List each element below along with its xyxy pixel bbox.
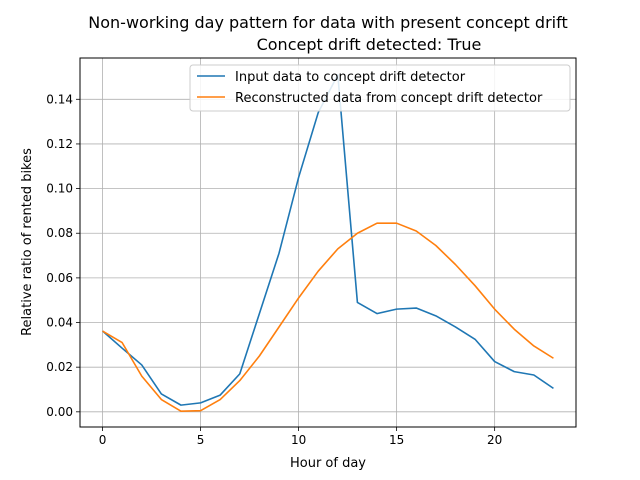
y-tick-label: 0.06 — [46, 271, 73, 285]
chart-title: Non-working day pattern for data with pr… — [88, 13, 567, 32]
legend-box — [189, 64, 571, 112]
plot-frame — [79, 57, 577, 428]
y-tick-label: 0.04 — [46, 316, 73, 330]
x-tick-label: 10 — [291, 433, 306, 447]
y-tick-label: 0.12 — [46, 137, 73, 151]
x-tick-label: 5 — [197, 433, 205, 447]
legend-label-reconstructed: Reconstructed data from concept drift de… — [235, 91, 543, 106]
legend-label-input: Input data to concept drift detector — [235, 70, 466, 85]
x-tick-label: 20 — [487, 433, 502, 447]
series-line-reconstructed — [102, 222, 554, 412]
chart-subtitle: Concept drift detected: True — [257, 35, 482, 54]
y-tick-label: 0.00 — [46, 405, 73, 419]
y-tick-label: 0.14 — [46, 92, 73, 106]
x-axis-label: Hour of day — [290, 456, 366, 471]
y-tick-label: 0.10 — [46, 182, 73, 196]
series-layer — [102, 73, 554, 412]
ticks: 0 5 10 15 20 0.00 0.02 0.04 0.06 0.08 0.10 0.12 0.14 — [46, 92, 502, 447]
x-tick-label: 0 — [99, 433, 107, 447]
y-tick-label: 0.08 — [46, 226, 73, 240]
grid — [80, 58, 576, 427]
legend: Input data to concept drift detector Rec… — [189, 64, 571, 112]
y-tick-label: 0.02 — [46, 360, 73, 374]
x-tick-label: 15 — [389, 433, 404, 447]
series-line-input — [102, 73, 554, 406]
y-axis-label: Relative ratio of rented bikes — [20, 148, 35, 336]
